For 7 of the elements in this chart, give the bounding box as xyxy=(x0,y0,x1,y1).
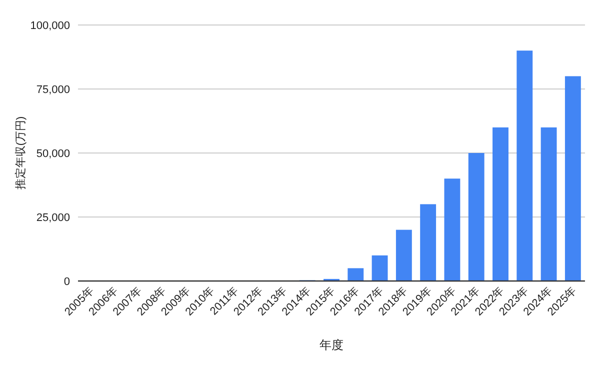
y-tick-label: 0 xyxy=(64,276,70,288)
y-tick-label: 100,000 xyxy=(30,20,70,32)
x-axis-title: 年度 xyxy=(320,338,344,352)
y-axis-title: 推定年収(万円) xyxy=(14,116,27,190)
y-tick-label: 50,000 xyxy=(36,148,70,160)
y-tick-label: 25,000 xyxy=(36,212,70,224)
y-tick-label: 75,000 xyxy=(36,84,70,96)
